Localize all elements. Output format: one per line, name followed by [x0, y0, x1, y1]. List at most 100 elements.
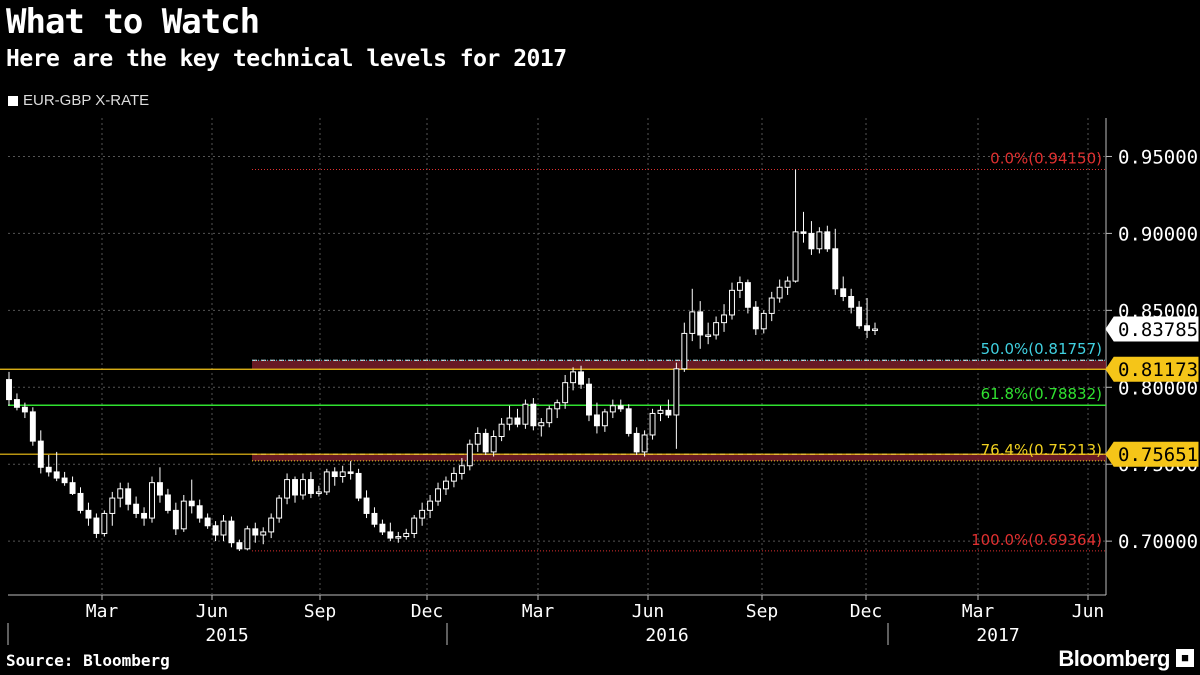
candle-body — [164, 494, 171, 511]
candle-body — [141, 512, 148, 519]
candle-body — [276, 497, 283, 519]
candle-body — [101, 512, 108, 534]
candle-body — [6, 379, 12, 401]
candle-body — [323, 471, 330, 493]
fib-level-label: 76.4%(0.75213) — [981, 441, 1102, 459]
chart-title: What to Watch — [6, 2, 260, 42]
candle-body — [77, 492, 84, 511]
candle-body — [641, 434, 648, 453]
legend-swatch — [8, 95, 18, 106]
candle-body — [681, 332, 688, 370]
candle-body — [307, 479, 314, 494]
chart-legend: EUR-GBP X-RATE — [8, 92, 149, 109]
source-note: Source: Bloomberg — [6, 651, 170, 670]
candle-body — [443, 480, 449, 490]
candle-body — [856, 306, 863, 327]
candle-body — [506, 417, 513, 425]
candle-body — [625, 408, 632, 434]
candle-body — [832, 248, 839, 290]
candle-body — [554, 402, 561, 410]
year-label: 2016 — [645, 625, 688, 646]
candle-body — [69, 482, 76, 494]
candle-body — [156, 482, 163, 496]
candle-body — [586, 383, 592, 416]
candle-body — [228, 520, 235, 544]
candle-body — [196, 505, 203, 519]
candle-body — [355, 472, 362, 499]
legend-label: EUR-GBP X-RATE — [23, 92, 150, 109]
candle-body — [736, 282, 743, 291]
candle-body — [784, 280, 791, 288]
candle-body — [252, 528, 259, 536]
candle-body — [339, 471, 346, 478]
year-label: 2017 — [976, 625, 1019, 646]
candle-body — [149, 482, 155, 519]
fib-level-label: 0.0%(0.94150) — [990, 150, 1102, 168]
candle-body — [665, 409, 672, 416]
candle-body — [125, 488, 132, 505]
candle-body — [578, 371, 584, 385]
year-label: 2015 — [205, 625, 248, 646]
candle-body — [427, 500, 434, 511]
y-tick-label: 0.70000 — [1118, 531, 1198, 553]
candle-body — [284, 479, 291, 499]
candle-body — [435, 488, 441, 502]
candle-body — [689, 311, 696, 334]
candle-body — [29, 411, 36, 442]
bloomberg-mark-icon: ■ — [1176, 649, 1194, 667]
candle-body — [808, 232, 815, 250]
level-price-tag-bg — [1105, 441, 1199, 467]
candle-body — [498, 423, 505, 438]
candle-body — [546, 408, 553, 424]
chart-subtitle: Here are the key technical levels for 20… — [6, 46, 567, 72]
candle-body — [244, 528, 251, 550]
candle-body — [260, 531, 267, 536]
candle-body — [760, 312, 767, 330]
candle-body — [864, 325, 871, 331]
candle-body — [466, 443, 473, 467]
candle-body — [403, 532, 410, 538]
candle-body — [204, 517, 211, 527]
candle-body — [601, 411, 608, 427]
candle-body — [292, 479, 298, 496]
candle-body — [268, 517, 275, 533]
candle-body — [315, 491, 322, 494]
y-tick-label: 0.95000 — [1118, 146, 1198, 168]
x-tick-label: Mar — [522, 601, 555, 622]
candle-body — [848, 295, 855, 308]
candle-body — [331, 471, 338, 478]
candle-body — [347, 471, 354, 474]
candle-body — [85, 509, 92, 519]
candle-body — [236, 542, 243, 550]
candle-body — [180, 500, 187, 530]
candle-body — [713, 322, 720, 336]
candle-body — [776, 286, 783, 299]
candle-body — [220, 520, 227, 536]
candle-body — [562, 382, 569, 404]
candle-body — [411, 517, 418, 534]
candle-body — [705, 334, 712, 337]
candle-body — [697, 311, 704, 336]
x-tick-label: Mar — [86, 601, 119, 622]
candle-body — [21, 406, 28, 413]
candle-body — [13, 399, 20, 408]
candle-body — [729, 289, 735, 316]
candle-body — [172, 509, 179, 530]
candle-body — [617, 405, 624, 410]
candle-body — [649, 412, 656, 436]
candle-body — [673, 368, 680, 416]
candle-body — [514, 417, 521, 425]
candle-body — [593, 414, 600, 427]
candle-body — [109, 497, 116, 514]
level-price-tag-label: 0.75651 — [1118, 444, 1198, 466]
candle-body — [721, 314, 728, 324]
candle-body — [300, 479, 306, 496]
candle-body — [458, 465, 465, 474]
x-tick-label: Jun — [632, 601, 665, 622]
candle-body — [744, 282, 751, 308]
candle-body — [379, 523, 386, 533]
candle-body — [768, 297, 775, 314]
candle-body — [387, 531, 394, 539]
support-zone — [252, 454, 1106, 461]
